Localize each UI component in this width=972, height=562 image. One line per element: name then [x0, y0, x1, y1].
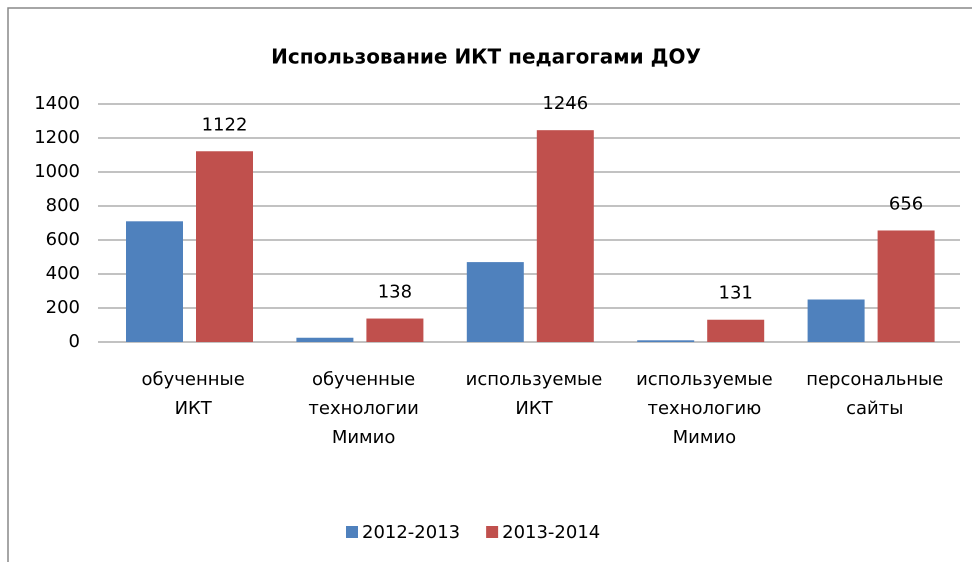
- y-tick-label: 800: [46, 195, 80, 216]
- bar: [536, 130, 594, 342]
- y-tick-label: 1000: [34, 161, 80, 182]
- x-tick-label: обученные технологии Мимио: [308, 369, 418, 448]
- chart-frame: [7, 7, 972, 562]
- x-tick-label: обученные ИКТ: [142, 369, 245, 419]
- bar: [807, 299, 865, 342]
- bar: [707, 319, 765, 342]
- bar: [126, 221, 183, 342]
- data-label: 1122: [202, 114, 248, 135]
- x-tick-label: персональные сайты: [806, 369, 943, 419]
- bar: [196, 151, 253, 342]
- legend-swatch: [346, 526, 358, 538]
- x-tick-label: используемые ИКТ: [466, 369, 603, 419]
- data-label: 131: [719, 283, 753, 304]
- bar: [296, 337, 354, 342]
- y-tick-label: 1200: [34, 127, 80, 148]
- bar: [877, 230, 935, 342]
- x-tick-label: используемые технологию Мимио: [636, 369, 773, 448]
- y-tick-label: 200: [46, 297, 80, 318]
- data-label: 138: [378, 282, 412, 303]
- legend-label: 2012-2013: [362, 522, 460, 543]
- chart-title: Использование ИКТ педагогами ДОУ: [271, 45, 701, 69]
- data-label: 1246: [542, 93, 588, 114]
- y-tick-label: 0: [69, 331, 80, 352]
- bar: [466, 262, 524, 342]
- bar: [637, 340, 695, 342]
- legend-swatch: [486, 526, 499, 538]
- y-tick-label: 600: [46, 229, 80, 250]
- bar: [366, 318, 424, 342]
- data-label: 656: [889, 193, 923, 214]
- legend-label: 2013-2014: [502, 522, 600, 543]
- y-tick-label: 1400: [34, 93, 80, 114]
- y-tick-label: 400: [46, 263, 80, 284]
